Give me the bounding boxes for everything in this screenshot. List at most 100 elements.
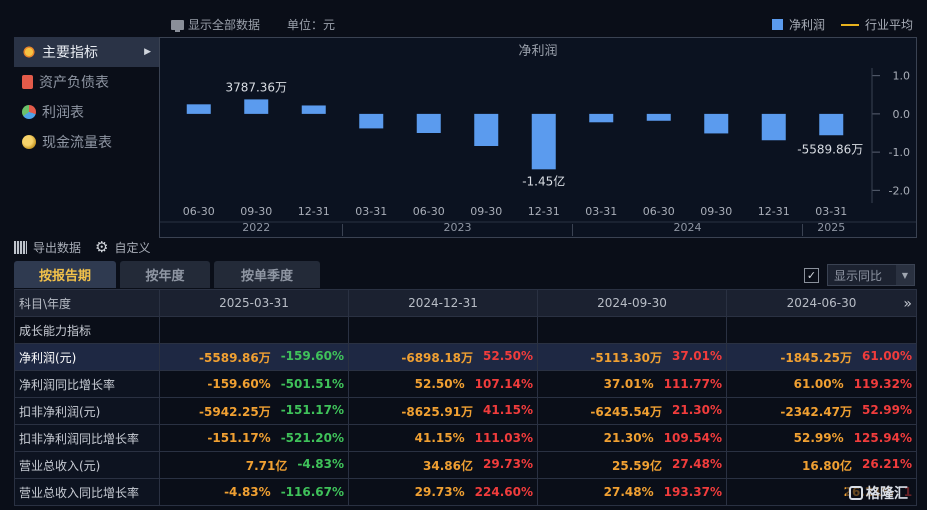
cell-yoy: 109.54% <box>663 431 722 445</box>
section-label: 成长能力指标 <box>14 316 160 344</box>
cell-yoy: 111.77% <box>663 377 722 391</box>
table-cell: -5942.25万 -151.17% <box>159 397 349 425</box>
cell-value: 7.71亿 <box>245 458 288 473</box>
yoy-checkbox[interactable]: ✓ <box>804 267 819 283</box>
cell-yoy: 125.94% <box>853 431 912 445</box>
tab-by-quarter[interactable]: 按单季度 <box>214 261 320 288</box>
year-label: 2023 <box>444 221 472 234</box>
row-label: 营业总收入(元) <box>14 451 160 479</box>
row-label: 净利润同比增长率 <box>14 370 160 398</box>
table-row[interactable]: 营业总收入(元) 7.71亿 -4.83% 34.86亿 29.73% 25.59亿 27.… <box>14 451 917 479</box>
cell-yoy: -501.51% <box>280 377 344 391</box>
table-cell: 52.99% 125.94% <box>726 424 917 452</box>
column-header[interactable]: 2024-09-30 <box>537 289 727 317</box>
net-profit-chart: 净利润 1.0 0.0 -1.0 -2.0 06-30 09-30 12-31 03-31 06-… <box>159 37 917 238</box>
cell-yoy: -4.83% <box>297 456 344 471</box>
table-row[interactable]: 扣非净利润同比增长率 -151.17% -521.20% 41.15% 111.03% 2… <box>14 424 917 452</box>
table-cell: 21.30% 109.54% <box>537 424 727 452</box>
cell-value: -8625.91万 <box>401 404 474 419</box>
cell-value: 21.30% <box>603 431 654 445</box>
table-row[interactable]: 净利润同比增长率 -159.60% -501.51% 52.50% 107.14% 37.… <box>14 370 917 398</box>
section-row: 成长能力指标 <box>14 316 917 344</box>
table-cell <box>726 316 917 344</box>
cell-yoy: 27.48% <box>672 456 722 471</box>
y-tick-label: -1.0 <box>889 146 910 159</box>
column-header[interactable]: 2024-12-31 <box>348 289 538 317</box>
y-tick-label: 1.0 <box>893 70 911 83</box>
bar-11 <box>819 113 844 136</box>
sidebar-item-label: 现金流量表 <box>42 135 112 151</box>
sidebar-item-label: 利润表 <box>42 105 84 121</box>
yoy-select[interactable]: 显示同比 ▼ <box>827 264 915 286</box>
watermark-text: 格隆汇 <box>866 486 908 502</box>
cell-yoy: 29.73% <box>483 456 533 471</box>
cell-value: -4.83% <box>224 485 271 499</box>
cell-value: -6898.18万 <box>401 350 474 365</box>
cell-value: -151.17% <box>207 431 271 445</box>
bar-6 <box>531 113 556 170</box>
x-tick-label: 09-30 <box>240 205 272 218</box>
chart-legend: 净利润 行业平均 <box>771 16 913 33</box>
x-tick-label: 09-30 <box>470 205 502 218</box>
cell-value: 52.99% <box>793 431 844 445</box>
table-cell: 41.15% 111.03% <box>348 424 538 452</box>
cell-value: 37.01% <box>603 377 654 391</box>
column-header-label: 2024-06-30 <box>786 296 857 310</box>
column-header[interactable]: 2025-03-31 <box>159 289 349 317</box>
table-cell <box>348 316 538 344</box>
sidebar-item-income-statement[interactable]: 利润表 <box>14 97 159 127</box>
table-cell: 29.73% 224.60% <box>348 478 538 506</box>
sidebar-item-cash-flow[interactable]: 现金流量表 <box>14 127 159 157</box>
double-chevron-right-icon[interactable]: » <box>903 296 912 312</box>
customize-button[interactable]: 自定义 <box>114 240 151 255</box>
logo-icon <box>849 486 863 500</box>
legend-net-profit: 净利润 <box>788 18 825 32</box>
cell-value: -159.60% <box>207 377 271 391</box>
bar-1 <box>244 99 269 114</box>
cell-value: 27.48% <box>603 485 654 499</box>
cell-yoy: 21.30% <box>672 402 722 417</box>
sidebar-item-key-indicators[interactable]: 主要指标 ▶ <box>14 37 159 67</box>
cell-yoy: 26.21% <box>862 456 912 471</box>
table-cell: -151.17% -521.20% <box>159 424 349 452</box>
table-cell: 52.50% 107.14% <box>348 370 538 398</box>
period-tabs: 按报告期 按年度 按单季度 <box>14 261 320 288</box>
cell-value: 61.00% <box>793 377 844 391</box>
table-cell: 16.80亿 26.21% <box>726 451 917 479</box>
cell-yoy: 41.15% <box>483 402 533 417</box>
pie-chart-icon <box>22 105 36 119</box>
gear-icon[interactable]: ⚙ <box>95 238 109 256</box>
table-cell: 61.00% 119.32% <box>726 370 917 398</box>
export-data-button[interactable]: 导出数据 <box>33 240 82 255</box>
cell-values: 7.71亿 -4.83% <box>164 457 344 474</box>
cell-values: 41.15% 111.03% <box>353 431 533 445</box>
show-all-data-toggle[interactable]: 显示全部数据 <box>171 16 260 33</box>
table-cell: -4.83% -116.67% <box>159 478 349 506</box>
table-cell: -5589.86万 -159.60% <box>159 343 349 371</box>
x-tick-label: 03-31 <box>815 205 847 218</box>
table-row[interactable]: 营业总收入同比增长率 -4.83% -116.67% 29.73% 224.60% 27.… <box>14 478 917 506</box>
table-row[interactable]: 扣非净利润(元) -5942.25万 -151.17% -8625.91万 41.15%… <box>14 397 917 425</box>
table-cell: -2342.47万 52.99% <box>726 397 917 425</box>
data-label: 3787.36万 <box>225 80 287 94</box>
table-cell: -159.60% -501.51% <box>159 370 349 398</box>
cell-values: -8625.91万 41.15% <box>353 403 533 420</box>
cell-values: -151.17% -521.20% <box>164 431 344 445</box>
table-header-row: 科目\年度 2025-03-31 2024-12-31 2024-09-30 2… <box>14 289 917 317</box>
table-cell: -1845.25万 61.00% <box>726 343 917 371</box>
y-tick-label: -2.0 <box>889 184 910 197</box>
cell-values: -6245.54万 21.30% <box>542 403 722 420</box>
industry-avg-legend-line <box>840 23 859 26</box>
cell-yoy: 107.14% <box>474 377 533 391</box>
sidebar-item-balance-sheet[interactable]: 资产负债表 <box>14 67 159 97</box>
tab-by-year[interactable]: 按年度 <box>120 261 210 288</box>
cell-yoy: -151.17% <box>280 402 344 417</box>
top-toolbar: 显示全部数据 单位：元 净利润 行业平均 <box>0 0 927 36</box>
table-cell: -6245.54万 21.30% <box>537 397 727 425</box>
x-tick-label: 09-30 <box>700 205 732 218</box>
coins-icon <box>22 135 36 149</box>
y-tick-label: 0.0 <box>893 108 911 121</box>
column-header[interactable]: 2024-06-30 » <box>726 289 917 317</box>
tab-by-report-period[interactable]: 按报告期 <box>14 261 116 288</box>
table-row[interactable]: 净利润(元) -5589.86万 -159.60% -6898.18万 52.50% -5… <box>14 343 917 371</box>
